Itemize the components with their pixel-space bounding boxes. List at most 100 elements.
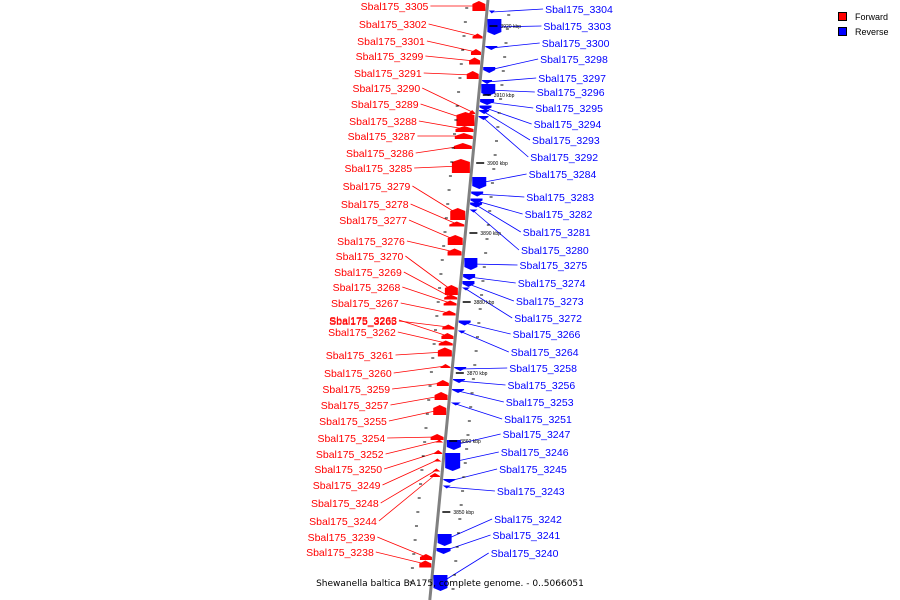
forward-gene-connector xyxy=(400,302,450,314)
reverse-gene-connector xyxy=(476,200,523,215)
forward-gene-feature xyxy=(444,285,458,295)
forward-gene-feature xyxy=(442,310,456,316)
reverse-gene-feature xyxy=(471,191,484,197)
reverse-gene-connector xyxy=(488,89,535,93)
reverse-gene-label: Sbal175_3245 xyxy=(499,464,567,476)
forward-gene-feature xyxy=(472,1,486,11)
reverse-gene-label: Sbal175_3242 xyxy=(494,514,562,526)
tick-label: 3910 kbp xyxy=(494,93,515,99)
forward-gene-connector xyxy=(385,440,440,455)
reverse-gene-connector xyxy=(485,107,532,125)
reverse-gene-label: Sbal175_3243 xyxy=(497,486,565,498)
forward-gene-connector xyxy=(422,87,473,113)
reverse-gene-label: Sbal175_3266 xyxy=(513,329,581,341)
reverse-gene-label: Sbal175_3304 xyxy=(545,4,613,16)
forward-gene-feature xyxy=(443,300,457,306)
reverse-gene-connector xyxy=(468,283,515,302)
reverse-gene-connector xyxy=(494,25,542,28)
reverse-gene-connector xyxy=(440,552,489,584)
tick-label: 3880 kbp xyxy=(474,300,495,306)
reverse-gene-connector xyxy=(459,380,506,386)
forward-gene-label: Sbal175_3257 xyxy=(321,400,389,412)
reverse-gene-connector xyxy=(452,451,499,463)
reverse-gene-connector xyxy=(449,468,498,482)
reverse-gene-connector xyxy=(479,173,527,184)
reverse-gene-label: Sbal175_3251 xyxy=(504,414,572,426)
tick-label: 3870 kbp xyxy=(467,371,488,377)
reverse-gene-label: Sbal175_3295 xyxy=(535,103,603,115)
forward-gene-label: Sbal175_3263 xyxy=(329,315,397,327)
reverse-gene-label: Sbal175_3253 xyxy=(506,397,574,409)
reverse-gene-feature xyxy=(453,379,466,383)
reverse-gene-feature xyxy=(483,67,496,73)
tick-label: 3920 kbp xyxy=(500,24,521,30)
forward-gene-label: Sbal175_3252 xyxy=(316,449,384,461)
forward-gene-connector xyxy=(402,286,451,304)
reverse-gene-label: Sbal175_3275 xyxy=(520,260,588,272)
forward-gene-feature xyxy=(434,392,448,400)
reverse-gene-feature xyxy=(479,110,490,114)
reverse-gene-feature xyxy=(436,548,451,554)
legend-forward: Forward xyxy=(838,9,889,24)
forward-gene-label: Sbal175_3290 xyxy=(352,83,420,95)
forward-gene-connector xyxy=(378,474,436,522)
reverse-gene-connector xyxy=(453,433,501,446)
forward-gene-feature xyxy=(472,33,483,39)
forward-gene-connector xyxy=(392,382,443,390)
reverse-gene-feature xyxy=(480,99,495,105)
reverse-gene-label: Sbal175_3274 xyxy=(518,278,586,290)
tick-label: 3890 kbp xyxy=(480,231,501,237)
reverse-gene-feature xyxy=(446,440,461,450)
forward-gene-feature xyxy=(433,458,442,462)
genome-caption: Shewanella baltica BA175, complete genom… xyxy=(316,579,584,589)
forward-gene-label: Sbal175_3239 xyxy=(308,532,376,544)
reverse-gene-feature xyxy=(462,281,475,287)
reverse-gene-feature xyxy=(433,575,448,591)
forward-gene-label: Sbal175_3276 xyxy=(337,236,405,248)
reverse-gene-feature xyxy=(442,485,451,489)
forward-gene-connector xyxy=(382,459,438,486)
forward-gene-feature xyxy=(442,324,455,330)
reverse-gene-label: Sbal175_3297 xyxy=(538,73,606,85)
forward-gene-label: Sbal175_3301 xyxy=(357,36,425,48)
forward-gene-feature xyxy=(433,405,447,415)
forward-gene-label: Sbal175_3268 xyxy=(333,282,401,294)
reverse-gene-connector xyxy=(477,193,525,198)
reverse-gene-feature xyxy=(461,287,470,291)
reverse-gene-label: Sbal175_3258 xyxy=(509,363,577,375)
forward-gene-feature xyxy=(447,235,463,245)
forward-gene-label: Sbal175_3279 xyxy=(343,181,411,193)
forward-gene-label: Sbal175_3267 xyxy=(331,298,399,310)
forward-gene-label: Sbal175_3238 xyxy=(306,547,374,559)
reverse-gene-connector xyxy=(469,276,516,284)
reverse-gene-feature xyxy=(457,330,466,334)
forward-gene-connector xyxy=(398,319,448,337)
forward-gene-label: Sbal175_3285 xyxy=(344,163,412,175)
forward-gene-feature xyxy=(450,208,466,220)
tick-label: 3850 kbp xyxy=(453,510,474,516)
forward-gene-connector xyxy=(423,72,473,76)
forward-gene-connector xyxy=(393,365,446,374)
reverse-gene-connector xyxy=(444,518,493,541)
reverse-gene-label: Sbal175_3240 xyxy=(491,548,559,560)
forward-gene-connector xyxy=(398,320,449,328)
forward-gene-connector xyxy=(387,436,438,439)
forward-gene-label: Sbal175_3302 xyxy=(359,19,427,31)
forward-gene-feature xyxy=(440,364,451,368)
reverse-gene-feature xyxy=(478,116,489,120)
reverse-gene-connector xyxy=(487,77,537,83)
reverse-gene-feature xyxy=(443,479,456,483)
forward-gene-feature xyxy=(432,468,441,472)
forward-gene-label: Sbal175_3270 xyxy=(336,251,404,263)
tick-label: 3860 kbp xyxy=(460,439,481,445)
forward-gene-connector xyxy=(395,351,445,356)
forward-gene-feature xyxy=(444,294,458,300)
forward-gene-connector xyxy=(408,219,456,241)
forward-gene-connector xyxy=(418,120,465,130)
reverse-gene-connector xyxy=(457,390,504,403)
forward-gene-label: Sbal175_3291 xyxy=(354,68,422,80)
reverse-swatch xyxy=(838,27,847,36)
forward-gene-connector xyxy=(428,23,478,37)
forward-gene-connector xyxy=(380,469,437,504)
legend: Forward Reverse xyxy=(838,9,889,39)
